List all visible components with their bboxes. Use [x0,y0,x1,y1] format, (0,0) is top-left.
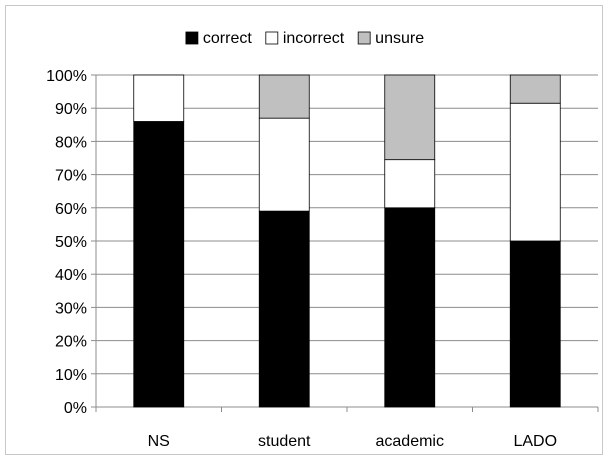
y-tick-label: 30% [55,300,87,317]
y-tick-label: 40% [55,267,87,284]
y-tick-label: 80% [55,134,87,151]
x-tick-label: LADO [513,433,557,450]
bar-segment-incorrect [133,74,185,122]
y-tick-label: 100% [46,68,87,85]
x-tick-label: academic [376,433,444,450]
x-axis: NS student academic LADO [95,406,599,450]
chart-frame: 0% 10% 20% 30% 40% 50% 60% 70% 80% 90% 100% NS stud… [5,5,603,455]
legend-swatch-unsure [357,31,371,45]
bar-segment-correct [384,207,436,408]
legend-label-unsure: unsure [375,30,424,47]
legend: correct incorrect unsure [185,30,424,47]
bar-segment-unsure [258,74,310,119]
y-tick-label: 20% [55,334,87,351]
legend-swatch-incorrect [265,31,279,45]
y-tick-label: 10% [55,367,87,384]
bar-segment-unsure [384,74,436,161]
bar-segment-unsure [509,74,561,104]
legend-label-correct: correct [203,30,252,47]
bars [133,74,561,408]
legend-label-incorrect: incorrect [283,30,345,47]
bar-segment-correct [133,121,185,408]
bar-segment-incorrect [258,117,310,212]
y-tick-label: 60% [55,201,87,218]
bar-segment-correct [258,210,310,408]
y-tick-label: 0% [64,400,87,417]
y-tick-label: 90% [55,101,87,118]
x-tick-label: NS [148,433,170,450]
bar-segment-incorrect [509,102,561,242]
legend-swatch-correct [185,31,199,45]
y-tick-label: 70% [55,168,87,185]
y-axis: 0% 10% 20% 30% 40% 50% 60% 70% 80% 90% 100% [46,68,97,417]
stacked-bar-chart: 0% 10% 20% 30% 40% 50% 60% 70% 80% 90% 100% NS stud… [46,30,599,450]
bar-segment-incorrect [384,159,436,209]
x-tick-label: student [258,433,311,450]
bar-segment-correct [509,240,561,408]
y-tick-label: 50% [55,234,87,251]
